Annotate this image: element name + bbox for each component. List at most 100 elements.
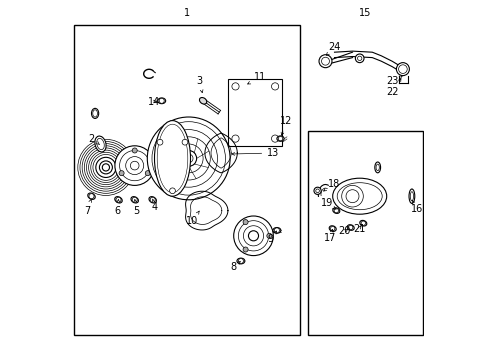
Ellipse shape [408,189,414,203]
Ellipse shape [359,220,366,226]
Ellipse shape [328,226,336,231]
Ellipse shape [199,98,206,104]
Circle shape [93,154,119,180]
Circle shape [266,233,271,238]
Text: 11: 11 [247,72,265,84]
Circle shape [243,220,247,225]
Circle shape [145,171,150,176]
Circle shape [184,154,193,163]
Ellipse shape [91,108,99,118]
Circle shape [91,152,121,183]
Ellipse shape [149,197,156,203]
Bar [228,79,282,146]
Circle shape [233,216,273,256]
Ellipse shape [272,228,280,233]
Circle shape [157,139,163,145]
Circle shape [160,130,217,187]
Circle shape [271,135,278,142]
Text: 16: 16 [409,201,422,214]
Circle shape [278,136,282,141]
Ellipse shape [409,192,413,201]
Circle shape [330,226,334,231]
Ellipse shape [346,225,353,230]
Text: 8: 8 [230,261,240,272]
Ellipse shape [157,124,187,193]
Ellipse shape [332,178,386,214]
Circle shape [84,146,127,189]
Circle shape [167,137,210,180]
Circle shape [132,148,137,153]
Circle shape [78,139,134,195]
Circle shape [313,187,321,194]
Circle shape [132,197,137,202]
Circle shape [396,63,408,76]
Circle shape [238,258,243,264]
Circle shape [231,83,239,90]
Circle shape [357,56,361,60]
Text: 22: 22 [386,78,400,97]
Circle shape [169,188,175,194]
Circle shape [174,144,203,173]
Ellipse shape [88,193,95,199]
Ellipse shape [115,197,122,203]
Text: 2: 2 [88,134,100,145]
Circle shape [89,194,94,199]
Circle shape [96,157,116,177]
Circle shape [361,221,365,225]
Circle shape [115,146,154,185]
Circle shape [321,57,329,65]
Text: 14: 14 [147,96,160,107]
Circle shape [120,150,149,181]
Ellipse shape [332,208,339,213]
Text: 21: 21 [352,224,365,234]
Ellipse shape [237,258,244,264]
Circle shape [238,221,268,251]
Circle shape [341,185,363,207]
Text: 12: 12 [280,116,292,135]
Text: 13: 13 [231,148,279,158]
Ellipse shape [97,138,104,150]
Circle shape [333,208,338,213]
Ellipse shape [276,136,284,141]
Text: 24: 24 [325,42,340,55]
Circle shape [243,247,247,252]
Circle shape [86,148,125,187]
Text: 7: 7 [83,199,91,216]
Text: 9: 9 [267,231,276,244]
Circle shape [346,190,358,203]
Circle shape [274,228,279,233]
Ellipse shape [375,164,379,171]
Circle shape [152,122,225,195]
Circle shape [348,225,352,230]
Circle shape [355,54,363,63]
Text: 18: 18 [323,179,339,191]
Ellipse shape [95,136,106,152]
Circle shape [125,157,143,175]
Circle shape [271,83,278,90]
Ellipse shape [131,197,138,203]
Bar [307,131,422,335]
Circle shape [102,164,109,171]
Circle shape [182,139,187,145]
Circle shape [231,135,239,142]
Circle shape [398,65,407,73]
Circle shape [119,171,124,176]
Circle shape [318,55,331,68]
Circle shape [80,141,132,193]
Ellipse shape [374,162,380,173]
Text: 3: 3 [196,76,203,93]
Circle shape [116,197,121,202]
Ellipse shape [158,98,165,104]
Text: 17: 17 [324,229,336,243]
Text: 1: 1 [183,8,189,18]
Text: 4: 4 [151,199,157,212]
Circle shape [82,144,129,191]
Ellipse shape [154,121,190,196]
Text: 20: 20 [338,226,350,236]
Circle shape [248,231,258,241]
Circle shape [147,117,230,200]
Circle shape [243,226,263,246]
Text: 15: 15 [358,8,370,18]
Ellipse shape [93,110,97,117]
Circle shape [181,150,196,166]
